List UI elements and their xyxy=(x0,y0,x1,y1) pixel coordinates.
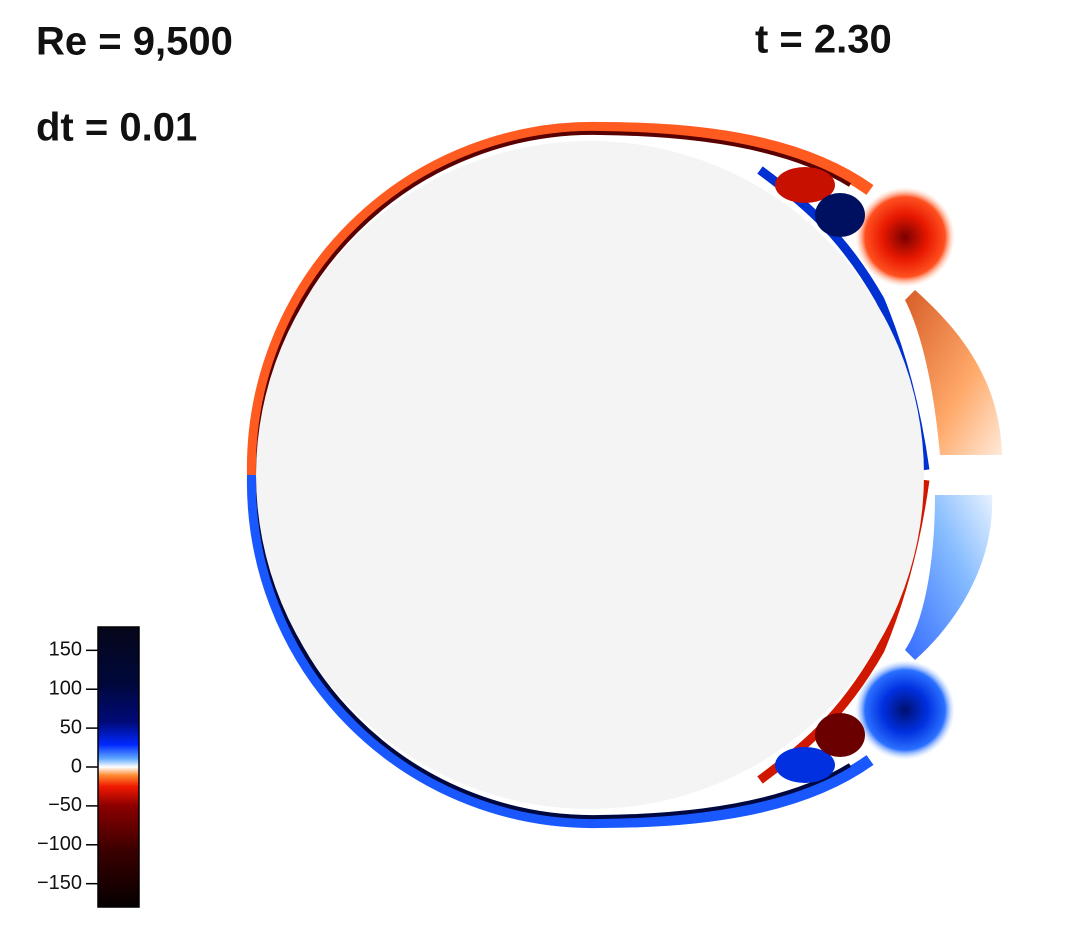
secondary-vortex-lower xyxy=(775,747,835,783)
colorbar-tick-label: 150 xyxy=(49,639,82,661)
time: t = 2.30 xyxy=(755,18,892,62)
secondary-vortex-lower-2 xyxy=(815,713,865,757)
colorbar-tick-label: 0 xyxy=(71,755,82,777)
shear-layer-upper xyxy=(246,121,874,476)
vortex-positive xyxy=(855,187,955,287)
colorbar-tick-label: 100 xyxy=(49,678,82,700)
secondary-vortex-upper xyxy=(775,167,835,203)
colorbar-tick-label: −50 xyxy=(48,794,82,816)
wake-negative xyxy=(905,495,993,660)
shear-layer-lower-core xyxy=(255,474,852,820)
reynolds-number: Re = 9,500 xyxy=(36,20,233,64)
colorbar xyxy=(97,626,140,908)
wake-positive xyxy=(905,290,1002,455)
colorbar-tick-label: 50 xyxy=(60,716,82,738)
vortex-negative xyxy=(855,660,955,760)
cylinder xyxy=(256,141,924,809)
shear-layer-upper-core xyxy=(255,130,852,476)
timestep: dt = 0.01 xyxy=(36,106,197,150)
colorbar-tick-label: −100 xyxy=(37,833,82,855)
shear-layer-lower xyxy=(246,474,874,829)
secondary-vortex-upper-2 xyxy=(815,193,865,237)
colorbar-tick-label: −150 xyxy=(37,872,82,894)
